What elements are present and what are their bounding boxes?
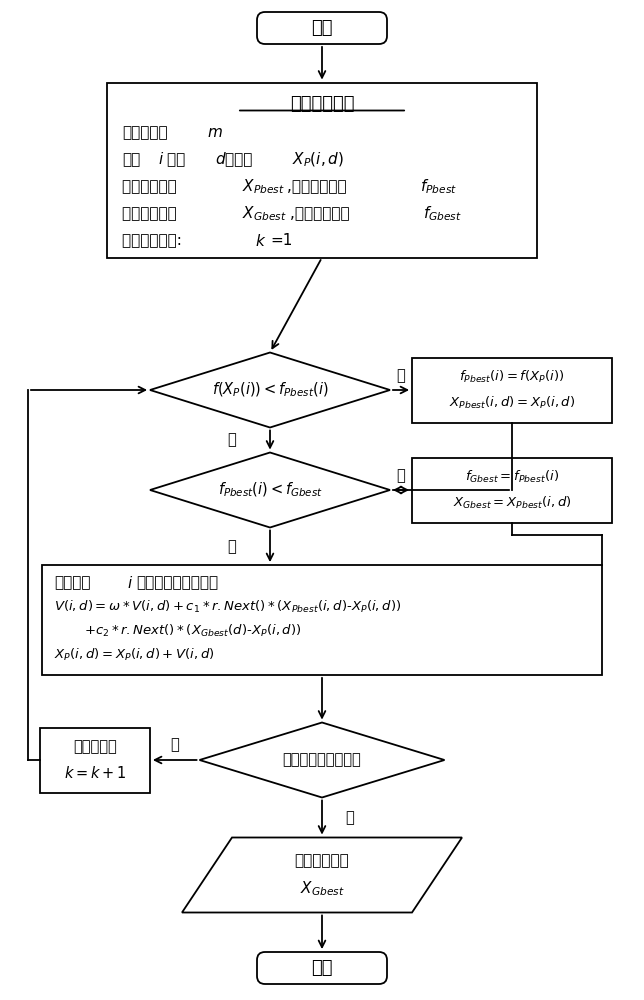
- Text: $V(i, d)=\omega * V(i, d) + c_1 * r.Next() * (X_{Pbest}(i, d)\text{-}X_P(i, d))$: $V(i, d)=\omega * V(i, d) + c_1 * r.Next…: [54, 599, 401, 615]
- FancyBboxPatch shape: [257, 12, 387, 44]
- Text: $X_{Gbest}=X_{Pbest}(i,d)$: $X_{Gbest}=X_{Pbest}(i,d)$: [453, 495, 571, 511]
- Text: $f_{Gbest}=f_{Pbest}(i)$: $f_{Gbest}=f_{Pbest}(i)$: [465, 469, 559, 485]
- Polygon shape: [182, 838, 462, 912]
- Text: 粒子: 粒子: [122, 152, 140, 167]
- Text: 迭代循环次数:: 迭代循环次数:: [122, 233, 187, 248]
- Text: 个体最优解：: 个体最优解：: [122, 179, 187, 194]
- Text: $f_{Pbest}(i)=f(X_P(i))$: $f_{Pbest}(i)=f(X_P(i))$: [459, 369, 565, 385]
- Text: $X_P(i,d)$: $X_P(i,d)$: [292, 150, 345, 169]
- Text: m: m: [207, 125, 222, 140]
- Text: 输出最优解：: 输出最优解：: [294, 854, 350, 868]
- Text: =1: =1: [270, 233, 292, 248]
- Text: 群体规模：: 群体规模：: [122, 125, 167, 140]
- Text: ,最优函数值：: ,最优函数值：: [290, 206, 359, 221]
- Text: 的搜索速度及位置：: 的搜索速度及位置：: [136, 576, 218, 590]
- Text: $X_{Gbest}$: $X_{Gbest}$: [242, 204, 287, 223]
- FancyBboxPatch shape: [257, 952, 387, 984]
- Bar: [42, 565, 602, 675]
- Text: $X_P(i,d)=X_P(i,d)+V(i,d)$: $X_P(i,d)=X_P(i,d)+V(i,d)$: [54, 647, 214, 663]
- Text: 结束: 结束: [311, 959, 333, 977]
- Text: i: i: [158, 152, 162, 167]
- Text: 群体最优解：: 群体最优解：: [122, 206, 187, 221]
- Text: $k=k+1$: $k=k+1$: [64, 765, 126, 781]
- Text: 是: 是: [397, 368, 405, 383]
- Text: 否: 否: [227, 539, 236, 554]
- Text: 否: 否: [227, 432, 236, 448]
- Text: $X_{Pbest}$: $X_{Pbest}$: [242, 177, 285, 196]
- Text: $f_{Pbest}(i)<f_{Gbest}$: $f_{Pbest}(i)<f_{Gbest}$: [218, 481, 323, 499]
- Text: 变量: 变量: [167, 152, 190, 167]
- Text: 取值：: 取值：: [225, 152, 267, 167]
- Text: $X_{Gbest}$: $X_{Gbest}$: [299, 880, 345, 898]
- Text: $f(X_P(i))<f_{Pbest}(i)$: $f(X_P(i))<f_{Pbest}(i)$: [212, 381, 328, 399]
- Polygon shape: [150, 452, 390, 528]
- Bar: [412, 458, 612, 522]
- Text: 改变粒子: 改变粒子: [54, 576, 91, 590]
- Text: $f_{Gbest}$: $f_{Gbest}$: [423, 204, 462, 223]
- Text: 新一轮迭代: 新一轮迭代: [73, 740, 117, 754]
- Text: $X_{Pbest}(i,d)=X_P(i,d)$: $X_{Pbest}(i,d)=X_P(i,d)$: [449, 395, 575, 411]
- Text: 达到最大迭代次数？: 达到最大迭代次数？: [283, 752, 361, 768]
- Bar: [107, 83, 537, 257]
- Text: 否: 否: [171, 738, 179, 752]
- Polygon shape: [200, 722, 444, 798]
- Polygon shape: [150, 353, 390, 428]
- Bar: [40, 728, 150, 792]
- Text: 是: 是: [346, 810, 354, 825]
- Text: ,最优函数值：: ,最优函数值：: [287, 179, 356, 194]
- Text: d: d: [215, 152, 225, 167]
- Bar: [412, 358, 612, 422]
- Text: $+c_2 * r.Next() * (X_{Gbest}(d)\text{-}X_P(i, d))$: $+c_2 * r.Next() * (X_{Gbest}(d)\text{-}…: [84, 623, 301, 639]
- Text: $k$: $k$: [255, 232, 267, 248]
- Text: 初始化粒子群: 初始化粒子群: [290, 96, 354, 113]
- Text: $f_{Pbest}$: $f_{Pbest}$: [420, 177, 457, 196]
- Text: 开始: 开始: [311, 19, 333, 37]
- Text: i: i: [127, 576, 131, 590]
- Text: 是: 是: [397, 468, 405, 484]
